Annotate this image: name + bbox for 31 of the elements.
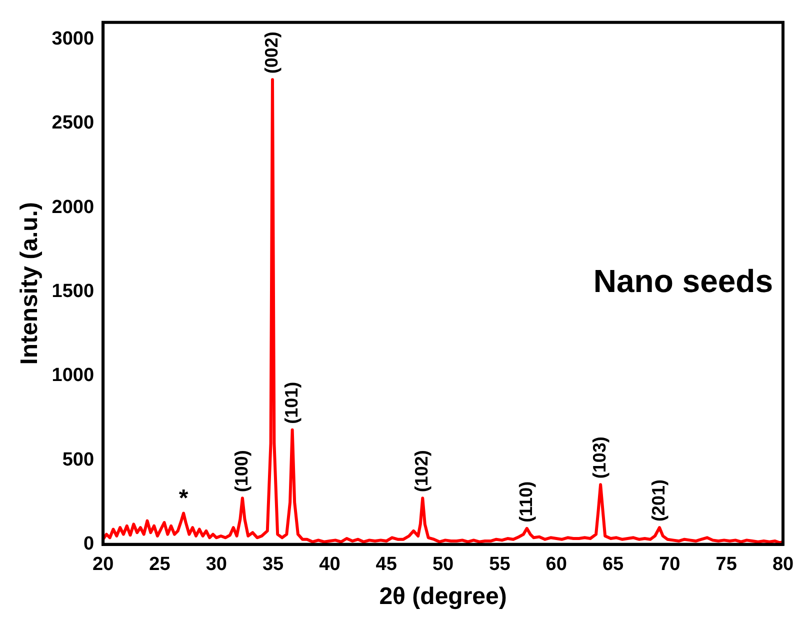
annotation: (201) [648, 480, 668, 522]
annotation: (102) [412, 450, 432, 492]
x-tick-label: 55 [489, 554, 511, 576]
annotation: (101) [281, 382, 302, 424]
x-tick-label: 45 [376, 554, 398, 576]
y-tick-label: 500 [62, 449, 94, 470]
y-tick-label: 3000 [52, 28, 94, 50]
x-tick-label: 40 [319, 554, 340, 576]
annotation: (103) [590, 436, 610, 479]
x-tick-label: 20 [92, 554, 114, 576]
y-axis-title: Intensity (a.u.) [16, 202, 44, 365]
x-tick-label: 70 [659, 554, 680, 576]
annotation: * [178, 484, 189, 512]
x-tick-label: 65 [602, 554, 624, 576]
y-tick-label: 1500 [52, 281, 94, 302]
x-tick-label: 25 [149, 554, 171, 576]
x-tick-label: 80 [772, 554, 794, 576]
annotation: (002) [261, 32, 282, 74]
annotation: (110) [516, 481, 536, 522]
annotation: Nano seeds [593, 263, 773, 300]
y-tick-label: 2000 [52, 196, 94, 218]
y-tick-label: 2500 [52, 112, 94, 134]
x-tick-label: 50 [432, 554, 454, 576]
y-tick-label: 1000 [52, 365, 94, 386]
y-tick-label: 0 [83, 534, 94, 555]
x-tick-label: 60 [546, 554, 567, 576]
annotation: (100) [231, 450, 252, 492]
x-tick-label: 30 [206, 554, 227, 576]
x-tick-label: 75 [716, 554, 738, 576]
x-tick-label: 35 [262, 554, 284, 576]
x-axis-title: 2θ (degree) [379, 583, 507, 610]
